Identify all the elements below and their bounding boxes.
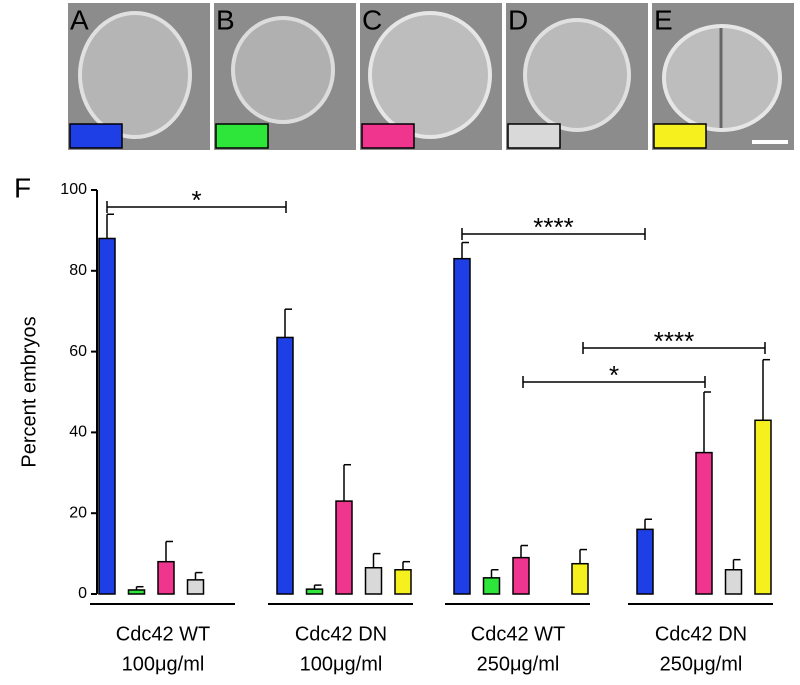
- bar: [482, 577, 501, 595]
- legend-swatch: [69, 123, 123, 149]
- bar: [394, 569, 412, 595]
- embryo: [368, 11, 492, 139]
- embryo: [78, 11, 192, 139]
- panel-letter: E: [654, 4, 673, 35]
- panel-letter: C: [362, 4, 382, 35]
- bar: [695, 451, 713, 595]
- embryo: [231, 16, 335, 124]
- significance-label: *: [609, 360, 619, 390]
- legend-swatch: [215, 123, 269, 149]
- panel-label: F: [14, 172, 31, 203]
- bar: [157, 560, 175, 595]
- bar: [335, 500, 353, 595]
- bar: [724, 569, 743, 595]
- y-tick-label: 80: [69, 262, 87, 279]
- bar: [305, 588, 324, 595]
- legend-swatch: [653, 123, 707, 149]
- embryo: [523, 18, 631, 132]
- y-tick-label: 20: [69, 504, 87, 521]
- micrograph-panels: [68, 3, 794, 150]
- x-tick-label: 250μg/ml: [477, 653, 560, 675]
- x-tick-label: Cdc42 DN: [655, 623, 747, 645]
- legend-swatch: [361, 123, 415, 149]
- bar: [127, 589, 146, 595]
- panel-letter: B: [216, 4, 235, 35]
- bar: [186, 579, 205, 595]
- significance-label: *: [191, 185, 201, 215]
- x-tick-label: Cdc42 WT: [471, 623, 565, 645]
- x-tick-label: 100μg/ml: [300, 653, 383, 675]
- x-tick-label: 100μg/ml: [122, 653, 205, 675]
- y-tick-label: 100: [60, 181, 87, 198]
- y-tick-label: 60: [69, 343, 87, 360]
- bar: [364, 566, 383, 595]
- bar: [754, 419, 772, 595]
- y-tick-label: 40: [69, 424, 87, 441]
- bar: [276, 336, 294, 595]
- bar: [98, 237, 116, 595]
- significance-label: ****: [654, 326, 694, 356]
- panel-letter: A: [70, 4, 89, 35]
- bar: [571, 562, 589, 595]
- x-tick-label: Cdc42 WT: [116, 623, 210, 645]
- x-tick-label: Cdc42 DN: [295, 623, 387, 645]
- x-tick-label: 250μg/ml: [660, 653, 743, 675]
- y-axis-label: Percent embryos: [18, 316, 40, 467]
- bar: [453, 257, 471, 595]
- bar: [512, 556, 530, 595]
- significance-label: ****: [533, 212, 573, 242]
- y-tick-label: 0: [78, 585, 87, 602]
- bar: [636, 528, 654, 595]
- legend-swatch: [507, 123, 561, 149]
- panel-letter: D: [508, 4, 528, 35]
